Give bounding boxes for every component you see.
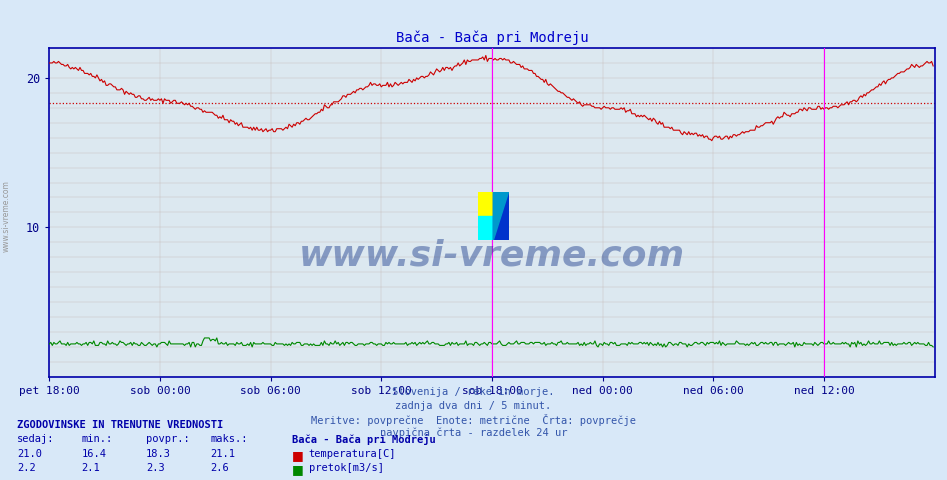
Text: navpična črta - razdelek 24 ur: navpična črta - razdelek 24 ur	[380, 428, 567, 438]
Text: 2.3: 2.3	[146, 463, 165, 473]
Text: ■: ■	[292, 449, 303, 462]
Text: www.si-vreme.com: www.si-vreme.com	[299, 238, 685, 272]
Text: 16.4: 16.4	[81, 449, 106, 459]
Text: pretok[m3/s]: pretok[m3/s]	[309, 463, 384, 473]
Text: sedaj:: sedaj:	[17, 434, 55, 444]
Text: 2.2: 2.2	[17, 463, 36, 473]
Text: 18.3: 18.3	[146, 449, 170, 459]
Text: Slovenija / reke in morje.: Slovenija / reke in morje.	[392, 387, 555, 397]
Text: temperatura[C]: temperatura[C]	[309, 449, 396, 459]
Bar	[478, 216, 493, 240]
Bar	[478, 192, 493, 216]
Text: zadnja dva dni / 5 minut.: zadnja dva dni / 5 minut.	[396, 401, 551, 411]
Text: 2.6: 2.6	[210, 463, 229, 473]
Text: www.si-vreme.com: www.si-vreme.com	[1, 180, 10, 252]
Polygon shape	[493, 192, 509, 240]
Title: Bača - Bača pri Modreju: Bača - Bača pri Modreju	[396, 31, 588, 46]
Text: ■: ■	[292, 463, 303, 476]
Text: povpr.:: povpr.:	[146, 434, 189, 444]
Text: Meritve: povprečne  Enote: metrične  Črta: povprečje: Meritve: povprečne Enote: metrične Črta:…	[311, 414, 636, 426]
Text: ZGODOVINSKE IN TRENUTNE VREDNOSTI: ZGODOVINSKE IN TRENUTNE VREDNOSTI	[17, 420, 223, 430]
Text: maks.:: maks.:	[210, 434, 248, 444]
Text: 21.1: 21.1	[210, 449, 235, 459]
Text: 21.0: 21.0	[17, 449, 42, 459]
Text: min.:: min.:	[81, 434, 113, 444]
Text: 2.1: 2.1	[81, 463, 100, 473]
Polygon shape	[493, 192, 509, 240]
Text: Bača - Bača pri Modreju: Bača - Bača pri Modreju	[292, 434, 436, 445]
